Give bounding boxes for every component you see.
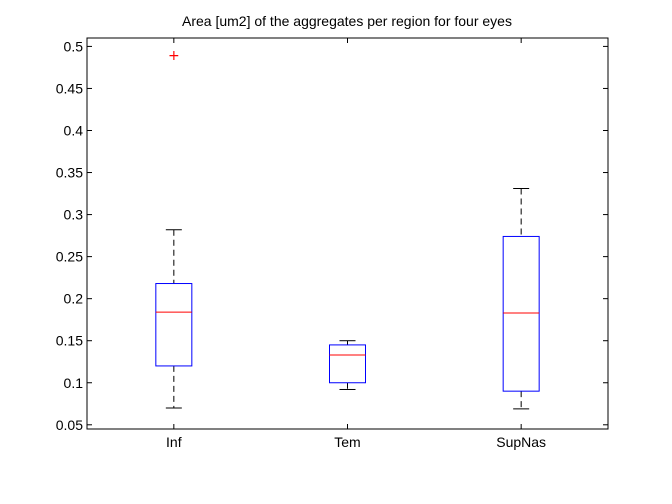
box-supnas [502, 188, 540, 410]
x-category-label: Tem [334, 434, 360, 450]
iqr-box [502, 235, 540, 392]
y-tick-label: 0.3 [64, 207, 84, 223]
y-tick-label: 0.1 [64, 375, 84, 391]
iqr-box [329, 344, 366, 384]
x-category-label: Inf [166, 434, 182, 450]
y-tick-label: 0.15 [56, 333, 83, 349]
box-tem [329, 340, 366, 390]
outlier-marker: + [168, 48, 180, 64]
y-tick-label: 0.4 [64, 122, 84, 138]
y-tick-label: 0.25 [56, 249, 83, 265]
y-tick-label: 0.05 [56, 417, 83, 433]
x-category-label: SupNas [496, 434, 546, 450]
y-tick-label: 0.45 [56, 80, 83, 96]
box-inf: + [155, 48, 193, 409]
iqr-box [155, 283, 193, 367]
y-tick-label: 0.5 [64, 38, 84, 54]
chart-title: Area [um2] of the aggregates per region … [182, 13, 512, 29]
y-tick-label: 0.35 [56, 165, 83, 181]
y-tick-label: 0.2 [64, 291, 84, 307]
boxes: + [155, 48, 540, 410]
axis-ticks: 0.05 0.1 0.15 0.2 0.25 0.3 0.35 0.4 0.45 0.5 Inf Te… [56, 38, 608, 450]
plot-area [86, 37, 609, 430]
